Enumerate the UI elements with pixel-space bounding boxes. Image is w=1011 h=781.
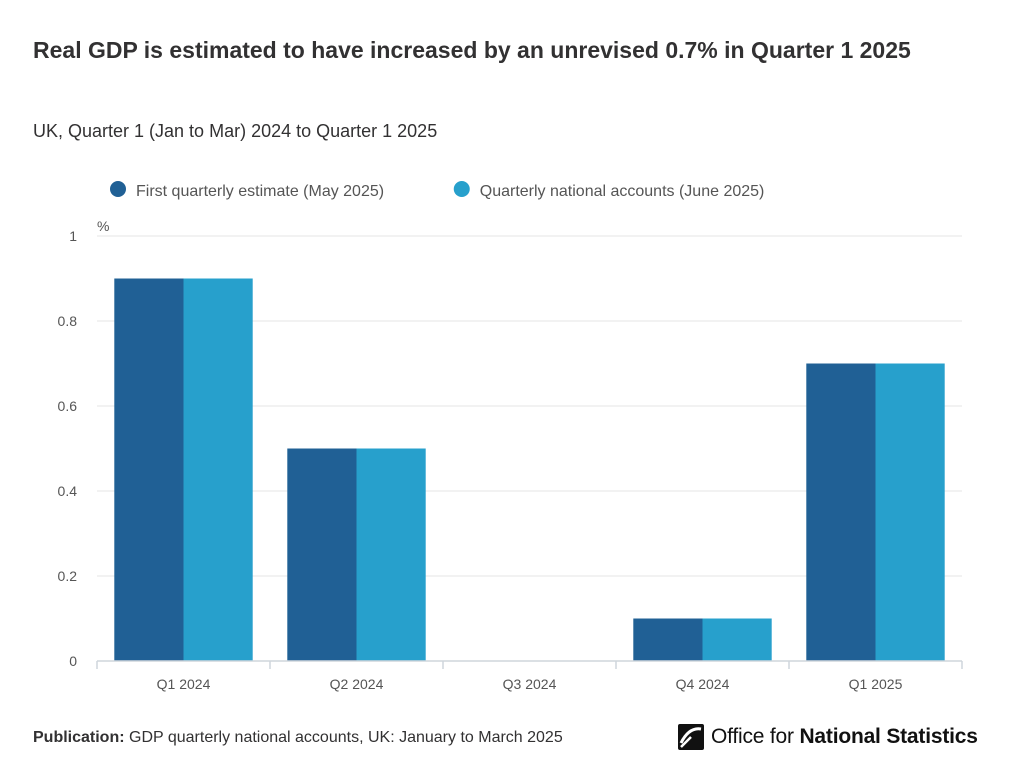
- bar-q1-2025-series-2: [875, 363, 945, 661]
- y-axis-ticks: 0 0.2 0.4 0.6 0.8 1: [58, 228, 78, 669]
- chart-title: Real GDP is estimated to have increased …: [33, 37, 911, 63]
- publication-label: Publication:: [33, 729, 125, 746]
- x-tick-label: Q4 2024: [676, 676, 730, 692]
- bar-q2-2024-series-2: [356, 448, 426, 661]
- y-tick-label: 0.2: [58, 568, 78, 584]
- x-tick-label: Q1 2025: [849, 676, 903, 692]
- publication-footer: Publication: GDP quarterly national acco…: [33, 729, 563, 747]
- ons-logo: Office for National Statistics: [677, 722, 978, 752]
- legend-marker-2: [453, 181, 470, 197]
- ons-logo-icon: [678, 724, 704, 750]
- chart-legend: First quarterly estimate (May 2025) Quart…: [110, 181, 764, 200]
- logo-text-bold: National Statistics: [799, 725, 978, 748]
- bar-q4-2024-series-2: [702, 618, 772, 661]
- x-tick-label: Q2 2024: [330, 676, 384, 692]
- bar-q2-2024-series-1: [287, 448, 357, 661]
- y-tick-label: 1: [69, 228, 77, 244]
- logo-text-light: Office for: [711, 725, 800, 748]
- bar-q4-2024-series-1: [633, 618, 703, 661]
- ons-logo-text: Office for National Statistics: [711, 725, 978, 749]
- x-axis: Q1 2024 Q2 2024 Q3 2024 Q4 2024 Q1 2025: [96, 660, 963, 692]
- chart-subtitle: UK, Quarter 1 (Jan to Mar) 2024 to Quart…: [33, 121, 438, 141]
- legend-label-2: Quarterly national accounts (June 2025): [480, 183, 765, 200]
- bar-q1-2024-series-1: [114, 278, 184, 661]
- x-tick-label: Q1 2024: [157, 676, 211, 692]
- y-tick-label: 0.6: [58, 398, 78, 414]
- x-tick-label: Q3 2024: [503, 676, 557, 692]
- bar-q1-2024-series-2: [183, 278, 253, 661]
- y-tick-label: 0.8: [58, 313, 78, 329]
- bars: [114, 278, 945, 661]
- publication-text: GDP quarterly national accounts, UK: Jan…: [129, 729, 563, 746]
- bar-q1-2025-series-1: [806, 363, 876, 661]
- y-tick-label: 0.4: [58, 483, 78, 499]
- y-axis-label: %: [97, 218, 109, 234]
- y-tick-label: 0: [69, 653, 77, 669]
- legend-label-1: First quarterly estimate (May 2025): [136, 183, 384, 200]
- legend-marker-1: [110, 181, 126, 197]
